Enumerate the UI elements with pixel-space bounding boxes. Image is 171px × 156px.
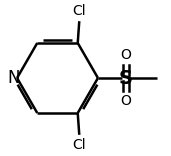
Text: N: N bbox=[7, 69, 19, 87]
Text: Cl: Cl bbox=[73, 138, 86, 152]
Text: Cl: Cl bbox=[73, 4, 86, 18]
Text: O: O bbox=[121, 48, 131, 62]
Text: S: S bbox=[119, 68, 133, 88]
Text: O: O bbox=[121, 94, 131, 108]
